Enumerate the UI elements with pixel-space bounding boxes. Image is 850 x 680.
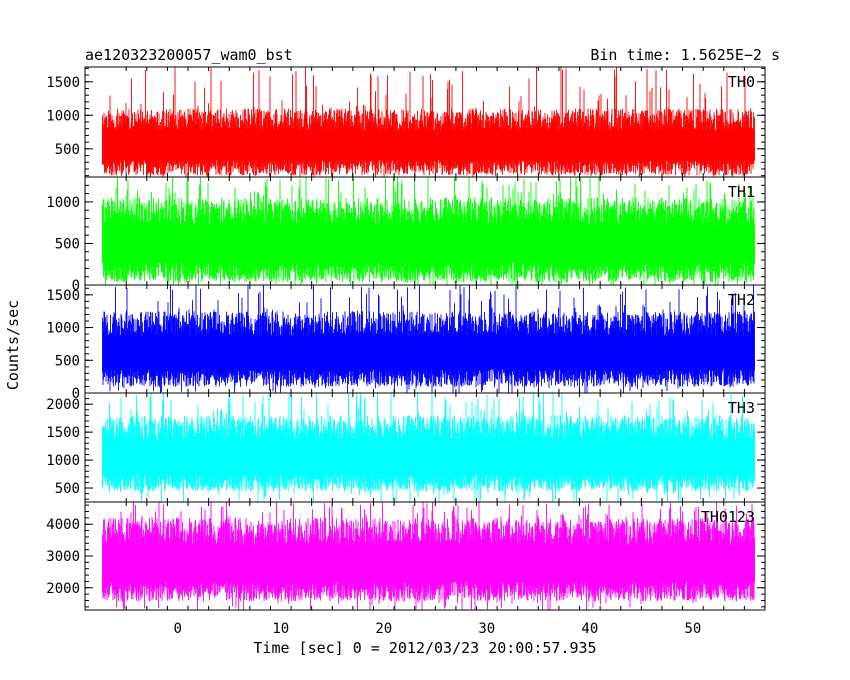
y-tick-label: 500 (55, 353, 80, 369)
series-name-label: TH0 (728, 73, 755, 91)
panel-th0123: 2000 3000 4000 TH0123 (46, 501, 766, 611)
y-tick-label: 1500 (46, 288, 80, 304)
x-tick-label: 10 (272, 621, 289, 637)
series-th1-trace (102, 177, 755, 285)
y-tick-label: 500 (55, 142, 80, 158)
x-tick-label: 0 (174, 621, 182, 637)
series-name-label: TH0123 (701, 508, 755, 526)
bin-time-label: Bin time: 1.5625E−2 s (590, 46, 780, 64)
y-tick-label: 1500 (46, 425, 80, 441)
panel-th3: 500 1000 1500 2000 TH3 (46, 392, 766, 503)
series-name-label: TH2 (728, 291, 755, 309)
y-tick-label: 1500 (46, 75, 80, 91)
series-th2-trace (102, 285, 755, 393)
x-tick-label: 20 (375, 621, 392, 637)
y-tick-label: 2000 (46, 397, 80, 413)
y-tick-label: 1000 (46, 453, 80, 469)
panel-th0: 500 1000 1500 TH0 (46, 66, 766, 178)
series-th0123-trace (102, 502, 755, 610)
y-tick-label: 0 (72, 278, 80, 294)
y-tick-label: 2000 (46, 581, 80, 597)
x-axis: 0 10 20 30 40 50 (174, 621, 702, 637)
panels-group: 500 1000 1500 TH0 0 500 1000 TH1 0 500 1000 1500 TH2… (46, 66, 766, 611)
y-tick-label: 3000 (46, 549, 80, 565)
observation-id-title: ae120323200057_wam0_bst (85, 46, 293, 64)
series-name-label: TH1 (728, 183, 755, 201)
y-axis-label: Counts/sec (4, 300, 22, 390)
y-tick-label: 1000 (46, 321, 80, 337)
series-th3-trace (102, 393, 755, 502)
x-tick-label: 50 (684, 621, 701, 637)
panel-th1: 0 500 1000 TH1 (46, 176, 766, 294)
y-tick-label: 500 (55, 236, 80, 252)
panel-th2: 0 500 1000 1500 TH2 (46, 284, 766, 402)
x-axis-label: Time [sec] 0 = 2012/03/23 20:00:57.935 (253, 639, 596, 657)
y-tick-label: 0 (72, 386, 80, 402)
y-tick-label: 500 (55, 481, 80, 497)
y-tick-label: 1000 (46, 108, 80, 124)
x-tick-label: 30 (478, 621, 495, 637)
y-tick-label: 1000 (46, 195, 80, 211)
y-tick-label: 4000 (46, 517, 80, 533)
series-name-label: TH3 (728, 399, 755, 417)
x-tick-label: 40 (581, 621, 598, 637)
series-th0-trace (102, 67, 755, 177)
